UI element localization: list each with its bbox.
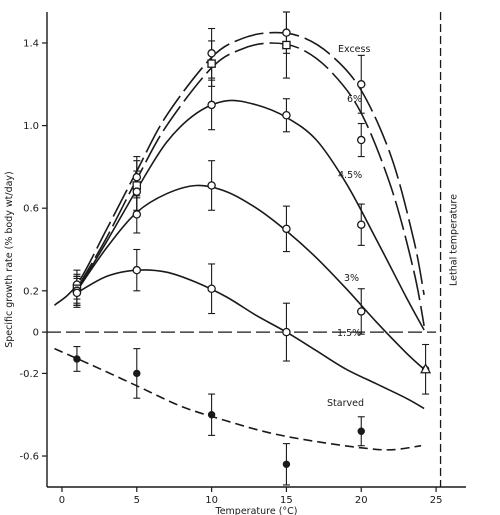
- x-tick-label: 5: [134, 495, 140, 506]
- y-tick-label: 1.4: [23, 38, 39, 49]
- series-label-3: 3%: [344, 273, 359, 284]
- data-point-excess: [132, 172, 142, 182]
- data-point-4-5: [356, 135, 366, 145]
- data-point-starved: [73, 355, 81, 363]
- data-point-1-5: [72, 288, 82, 298]
- lethal-point-marker: [420, 363, 432, 374]
- data-point-6: [207, 59, 216, 68]
- x-tick-label: 20: [355, 495, 368, 506]
- data-point-3: [282, 224, 291, 234]
- y-tick-label: -0.2: [19, 369, 39, 380]
- y-tick-label: 0: [33, 328, 39, 339]
- x-axis-title: Temperature (°C): [215, 506, 298, 515]
- data-point-1-5: [207, 284, 216, 293]
- data-point-starved: [207, 411, 216, 419]
- data-point-4-5: [282, 111, 291, 120]
- x-tick-label: 10: [205, 495, 218, 506]
- y-tick-label: 0.2: [23, 286, 39, 297]
- data-point-1-5: [356, 307, 366, 316]
- y-tick-label: 0.6: [23, 204, 39, 215]
- data-point-starved: [133, 369, 141, 378]
- series-line-6: [76, 42, 425, 327]
- data-point-3: [132, 210, 142, 219]
- series-label-1-5: 1.5%: [337, 328, 361, 339]
- lethal-temperature-label: Lethal temperature: [449, 194, 460, 286]
- x-tick-label: 25: [430, 495, 443, 506]
- y-tick-label: 1.0: [23, 121, 39, 132]
- data-point-3: [207, 181, 216, 190]
- data-point-excess: [356, 80, 366, 89]
- data-point-1-5: [282, 327, 291, 337]
- data-point-6: [282, 40, 291, 50]
- labels: Excess 6% 4.5% 3% 1.5% Starved: [327, 44, 370, 409]
- data-point-3: [356, 220, 366, 229]
- data-point-1-5: [132, 265, 142, 275]
- series-line-1-5: [76, 269, 425, 410]
- error-bars: [73, 11, 430, 486]
- y-axis-title: Specific growth rate (% body wt/day): [4, 171, 15, 348]
- y-tick-label: -0.6: [19, 452, 39, 463]
- reference-lines: [47, 12, 442, 487]
- series-line-starved: [54, 347, 422, 451]
- series-label-excess: Excess: [338, 44, 370, 55]
- series-label-starved: Starved: [327, 398, 364, 409]
- series-label-4-5: 4.5%: [338, 170, 362, 181]
- axes: -0.6 -0.2 0 0.2 0.6 1.0 1.4 0 5 10 15 20 25: [19, 12, 466, 506]
- data-point-starved: [282, 460, 291, 468]
- data-point-4-5: [207, 100, 216, 110]
- data-point-4-5: [132, 187, 142, 196]
- data-point-excess: [282, 28, 291, 37]
- x-tick-label: 0: [59, 495, 65, 506]
- data-markers: [72, 28, 432, 468]
- series-curves: [53, 31, 425, 451]
- data-point-excess: [207, 49, 216, 58]
- x-tick-label: 15: [280, 495, 293, 506]
- series-label-6: 6%: [347, 94, 362, 105]
- series-line-excess: [53, 31, 425, 306]
- series-line-3: [76, 184, 425, 370]
- data-point-starved: [357, 427, 365, 435]
